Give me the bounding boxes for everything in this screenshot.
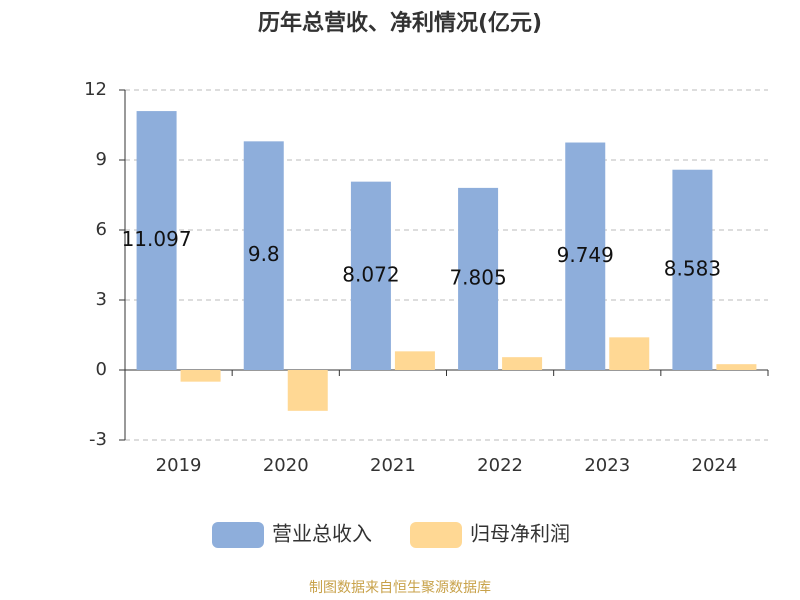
legend-swatch (212, 522, 264, 548)
legend-swatch (410, 522, 462, 548)
bar (565, 142, 606, 370)
y-tick-label: 3 (96, 289, 107, 310)
bar (502, 357, 543, 370)
bar (243, 141, 284, 370)
x-tick-label: 2021 (370, 455, 416, 476)
bar (458, 187, 499, 370)
x-tick-label: 2023 (584, 455, 630, 476)
bar (609, 337, 650, 370)
bar (394, 351, 435, 370)
bar (672, 169, 713, 370)
data-label: 8.583 (664, 256, 721, 280)
bar (716, 364, 757, 370)
legend-label: 归母净利润 (470, 522, 570, 546)
bar (136, 111, 177, 370)
bar (287, 370, 328, 411)
chart-title: 历年总营收、净利情况(亿元) (258, 10, 542, 36)
data-label: 9.8 (248, 242, 280, 266)
y-tick-label: -3 (89, 429, 107, 450)
source-note: 制图数据来自恒生聚源数据库 (309, 580, 491, 596)
x-tick-label: 2024 (692, 455, 738, 476)
data-label: 7.805 (449, 265, 506, 289)
data-label: 11.097 (122, 227, 192, 251)
y-tick-label: 12 (84, 79, 107, 100)
x-tick-label: 2022 (477, 455, 523, 476)
legend-label: 营业总收入 (272, 522, 372, 546)
y-tick-label: 9 (96, 149, 107, 170)
data-label: 8.072 (342, 262, 399, 286)
x-tick-label: 2020 (263, 455, 309, 476)
y-tick-label: 6 (96, 219, 107, 240)
bar (350, 181, 391, 370)
y-tick-label: 0 (96, 359, 107, 380)
x-tick-label: 2019 (156, 455, 202, 476)
data-label: 9.749 (557, 243, 614, 267)
bar (180, 370, 221, 382)
